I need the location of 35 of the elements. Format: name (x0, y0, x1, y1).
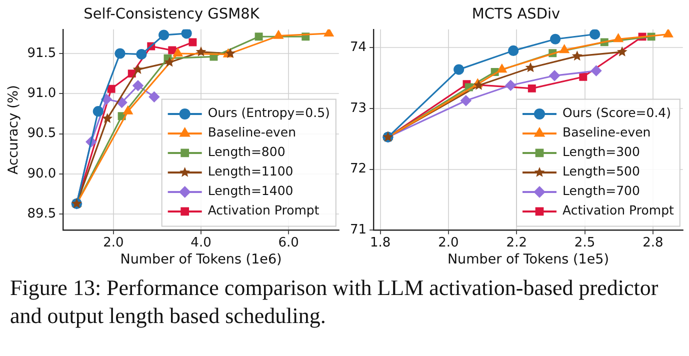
legend-label: Ours (Entropy=0.5) (208, 105, 330, 120)
x-tick-label: 2.2 (506, 235, 527, 250)
legend-label: Activation Prompt (208, 202, 320, 218)
y-tick-label: 71 (350, 222, 367, 238)
x-tick-label: 2.5 (574, 235, 596, 250)
y-tick-label: 91.5 (27, 46, 56, 61)
x-tick-label: 2.0 (438, 235, 459, 250)
legend-label: Length=1100 (208, 164, 294, 179)
x-tick-label: 4.0 (190, 235, 212, 250)
legend-label: Ours (Score=0.4) (562, 105, 672, 120)
legend-label: Length=300 (562, 144, 640, 160)
chart-title: MCTS ASDiv (472, 6, 561, 22)
x-axis-title: Number of Tokens (1e5) (447, 251, 610, 268)
x-tick-label: 1.8 (370, 235, 391, 250)
y-tick-label: 73 (350, 100, 367, 116)
legend-label: Baseline-even (562, 124, 651, 140)
y-tick-label: 74 (350, 40, 367, 56)
y-tick-label: 89.5 (27, 206, 56, 222)
y-tick-label: 91.0 (27, 86, 56, 102)
y-axis-title: Accuracy (%) (6, 85, 22, 174)
x-tick-label: 6.0 (278, 235, 299, 250)
y-tick-label: 90.0 (27, 166, 56, 182)
legend-label: Length=1400 (208, 183, 294, 198)
legend-label: Baseline-even (208, 124, 296, 140)
caption: Figure 13: Performance comparison with LLM activation-based predictor and output length based scheduling. (9, 274, 660, 330)
chart-title: Self-Consistency GSM8K (84, 6, 260, 22)
legend-label: Length=800 (208, 144, 286, 160)
x-tick-label: 2.8 (642, 235, 664, 250)
y-tick-label: 72 (350, 162, 367, 177)
y-tick-label: 90.5 (27, 126, 56, 142)
legend-label: Activation Prompt (562, 202, 674, 218)
legend-label: Length=700 (562, 183, 640, 198)
x-axis-title: Number of Tokens (1e6) (120, 251, 282, 268)
legend-label: Length=500 (562, 164, 640, 179)
x-tick-label: 2.0 (103, 235, 124, 250)
